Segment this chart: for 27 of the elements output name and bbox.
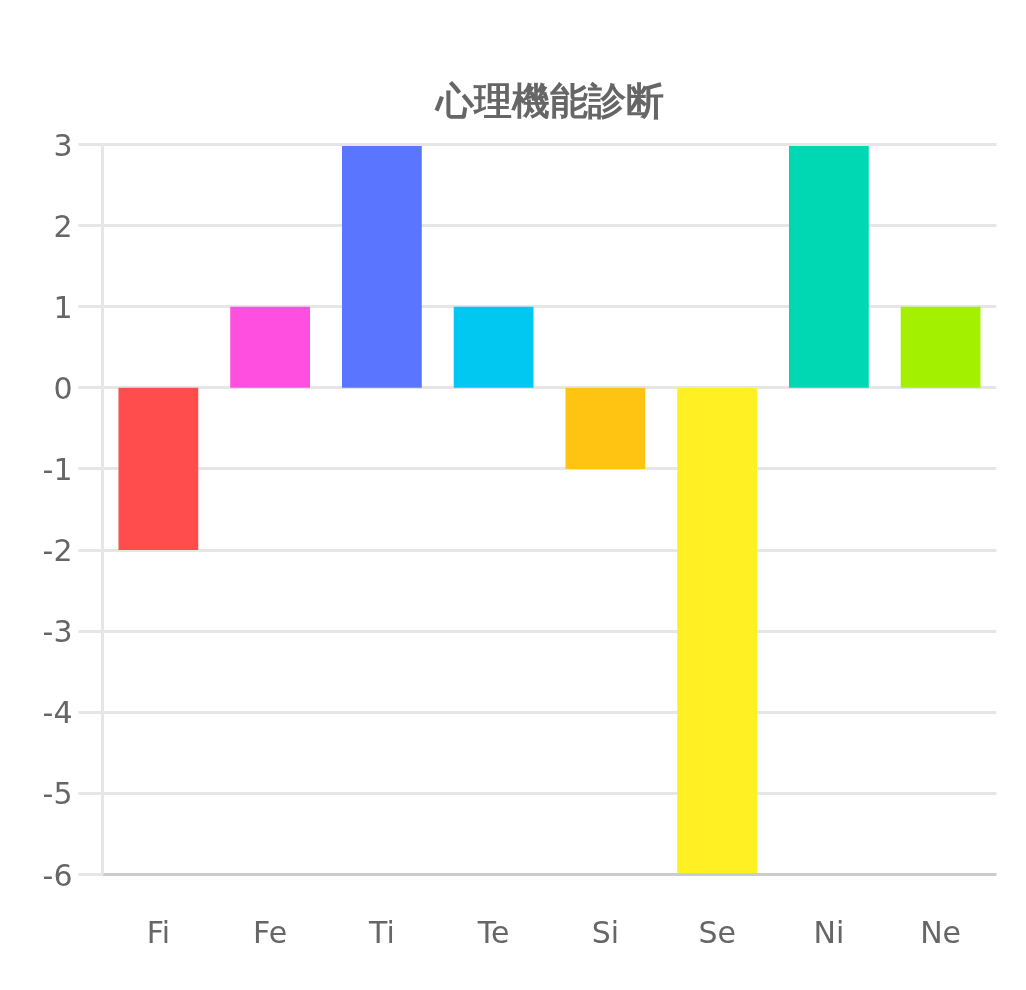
y-tick-label: -6 xyxy=(42,857,73,893)
x-tick-label: Ni xyxy=(813,914,845,950)
bar xyxy=(677,387,758,875)
x-tick-label: Se xyxy=(698,914,736,950)
y-tick-label: -5 xyxy=(42,776,73,812)
bar xyxy=(230,306,311,388)
y-tick-label: -3 xyxy=(42,614,73,650)
x-tick-label: Ti xyxy=(368,914,395,950)
x-tick-label: Si xyxy=(591,914,620,950)
bar xyxy=(341,144,422,388)
bar xyxy=(900,306,981,388)
chart-title: 心理機能診断 xyxy=(433,78,664,123)
x-tick-label: Fe xyxy=(253,914,288,950)
x-tick-label: Fi xyxy=(146,914,171,950)
bar xyxy=(788,144,869,388)
bar xyxy=(118,387,199,551)
y-tick-label: -4 xyxy=(42,695,73,731)
y-tick-label: 1 xyxy=(53,289,73,325)
x-tick-label: Ne xyxy=(920,914,962,950)
bar xyxy=(453,306,534,388)
y-tick-label: -2 xyxy=(42,533,73,569)
x-tick-label: Te xyxy=(476,914,510,950)
y-tick-label: 0 xyxy=(53,370,73,406)
y-tick-label: -1 xyxy=(42,451,73,487)
y-tick-label: 2 xyxy=(53,208,73,244)
bar xyxy=(565,387,646,469)
y-tick-label: 3 xyxy=(53,127,73,163)
